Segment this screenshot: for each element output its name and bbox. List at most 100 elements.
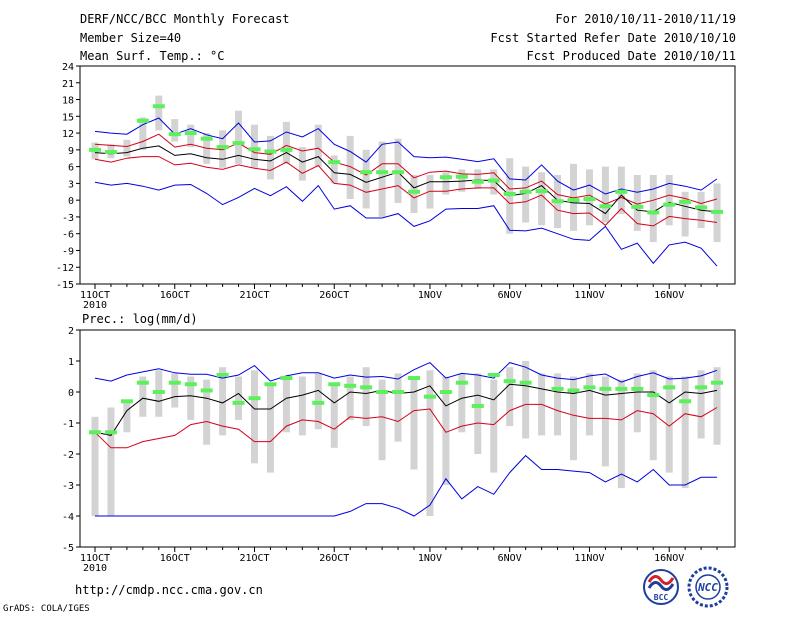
ensemble-box-1-3 [139,376,147,417]
obs-marker-0-7 [200,136,213,141]
obs-marker-1-9 [232,400,245,405]
ensemble-box-1-6 [187,376,195,420]
y-tick-label: -1 [62,419,74,430]
precip-panel-title: Prec.: log(mm/d) [82,312,198,326]
x-tick-label: 26OCT [319,290,349,301]
obs-marker-0-36 [663,202,676,207]
ensemble-box-1-12 [282,379,290,433]
y-tick-label: -4 [62,512,74,523]
obs-marker-1-26 [503,379,516,384]
obs-marker-0-35 [647,210,660,215]
ensemble-box-1-1 [107,407,115,516]
x-tick-label: 6NOV [498,553,522,564]
obs-marker-0-1 [104,150,117,155]
obs-marker-0-5 [168,132,181,137]
ensemble-box-1-17 [362,367,370,427]
y-tick-label: -12 [56,263,74,274]
ensemble-box-1-26 [506,367,514,427]
obs-marker-0-17 [360,170,373,175]
ensemble-box-1-31 [585,373,593,436]
obs-marker-0-37 [679,199,692,204]
ensemble-box-1-29 [554,373,562,436]
obs-marker-0-12 [280,147,293,152]
ensemble-box-1-20 [410,376,418,470]
obs-marker-0-28 [535,189,548,194]
obs-marker-0-10 [248,147,261,152]
temperature-panel: 24 21 18 15 12 9 6 3 0 -3 -6 -9 -12 -15 11OCT 16OCT 21OC… [56,62,736,311]
y-tick-label: -3 [62,481,74,492]
ensemble-box-1-19 [394,373,402,442]
ensemble-box-1-16 [346,376,354,420]
ensemble-box-1-27 [522,361,530,439]
ensemble-box-0-9 [235,110,243,164]
ensemble-box-0-2 [123,139,131,157]
y-tick-label: 3 [68,179,74,190]
x-tick-label: 26OCT [319,553,349,564]
precipitation-panel: 2 1 0 -1 -2 -3 -4 -5 11OCT 16OCT 21OCT 26OCT 1NOV 6NO… [62,326,736,574]
y-tick-label: -2 [62,450,74,461]
y-tick-label: 15 [62,112,74,123]
ensemble-box-0-23 [458,169,466,192]
series-mean-line [94,383,718,436]
obs-marker-0-20 [408,189,420,194]
forecast-produced-date: Fcst Produced Date 2010/10/11 [526,49,736,63]
obs-marker-0-22 [439,175,452,180]
svg-text:NCC: NCC [697,581,718,594]
y-tick-label: 1 [68,357,74,368]
x-tick-label: 1NOV [418,553,442,564]
source-url[interactable]: http://cmdp.ncc.cma.gov.cn [75,583,263,597]
plot-frame [79,329,736,548]
obs-marker-1-15 [328,382,341,387]
obs-marker-1-4 [152,390,165,394]
ensemble-box-0-14 [314,124,322,167]
obs-marker-1-11 [264,382,277,387]
ensemble-box-0-22 [442,172,450,195]
obs-marker-0-31 [583,197,596,202]
obs-marker-0-18 [376,170,389,175]
forecast-started-date: Fcst Started Refer Date 2010/10/10 [490,31,736,45]
ensemble-box-0-27 [522,166,530,223]
ensemble-box-0-35 [649,175,657,243]
member-size: Member Size=40 [80,31,182,45]
ensemble-box-1-32 [601,376,609,467]
obs-marker-1-14 [312,400,325,405]
plot-frame [79,65,736,285]
obs-marker-0-4 [152,104,165,109]
ensemble-box-0-10 [251,124,258,168]
ensemble-box-0-37 [681,191,689,237]
y-tick-label: 6 [68,163,74,174]
obs-marker-0-32 [599,204,612,209]
obs-marker-1-34 [631,386,644,391]
series-lower-line [94,181,718,267]
ensemble-box-0-17 [362,149,370,209]
chart-title: DERF/NCC/BCC Monthly Forecast [80,12,290,26]
y-tick-label: 2 [68,326,74,337]
series-red-line [94,403,718,449]
obs-marker-1-22 [439,390,452,394]
obs-marker-1-30 [567,388,580,393]
obs-marker-1-21 [423,394,436,399]
ensemble-box-1-18 [378,379,386,461]
x-tick-label: 21OCT [239,553,269,564]
obs-marker-1-25 [487,372,500,377]
ensemble-box-1-15 [330,385,338,448]
obs-marker-0-9 [232,141,245,146]
ensemble-box-0-21 [426,175,434,209]
y-tick-label: 24 [62,62,74,73]
obs-marker-0-6 [184,131,197,136]
ensemble-box-0-4 [155,95,163,131]
ncc-logo: NCC [687,566,729,608]
obs-marker-1-39 [711,380,724,385]
ensemble-box-1-21 [426,370,434,516]
ensemble-box-0-20 [410,175,418,214]
obs-marker-1-32 [599,386,612,391]
obs-marker-0-29 [551,199,564,204]
ensemble-box-1-9 [235,376,243,420]
ensemble-box-0-15 [330,155,338,184]
y-tick-label: 18 [62,96,74,107]
obs-marker-1-0 [89,430,101,435]
y-tick-label: -6 [62,230,74,241]
x-tick-label: 11OCT [80,290,110,301]
x-tick-label: 16OCT [160,553,190,564]
ensemble-box-1-5 [171,373,179,408]
